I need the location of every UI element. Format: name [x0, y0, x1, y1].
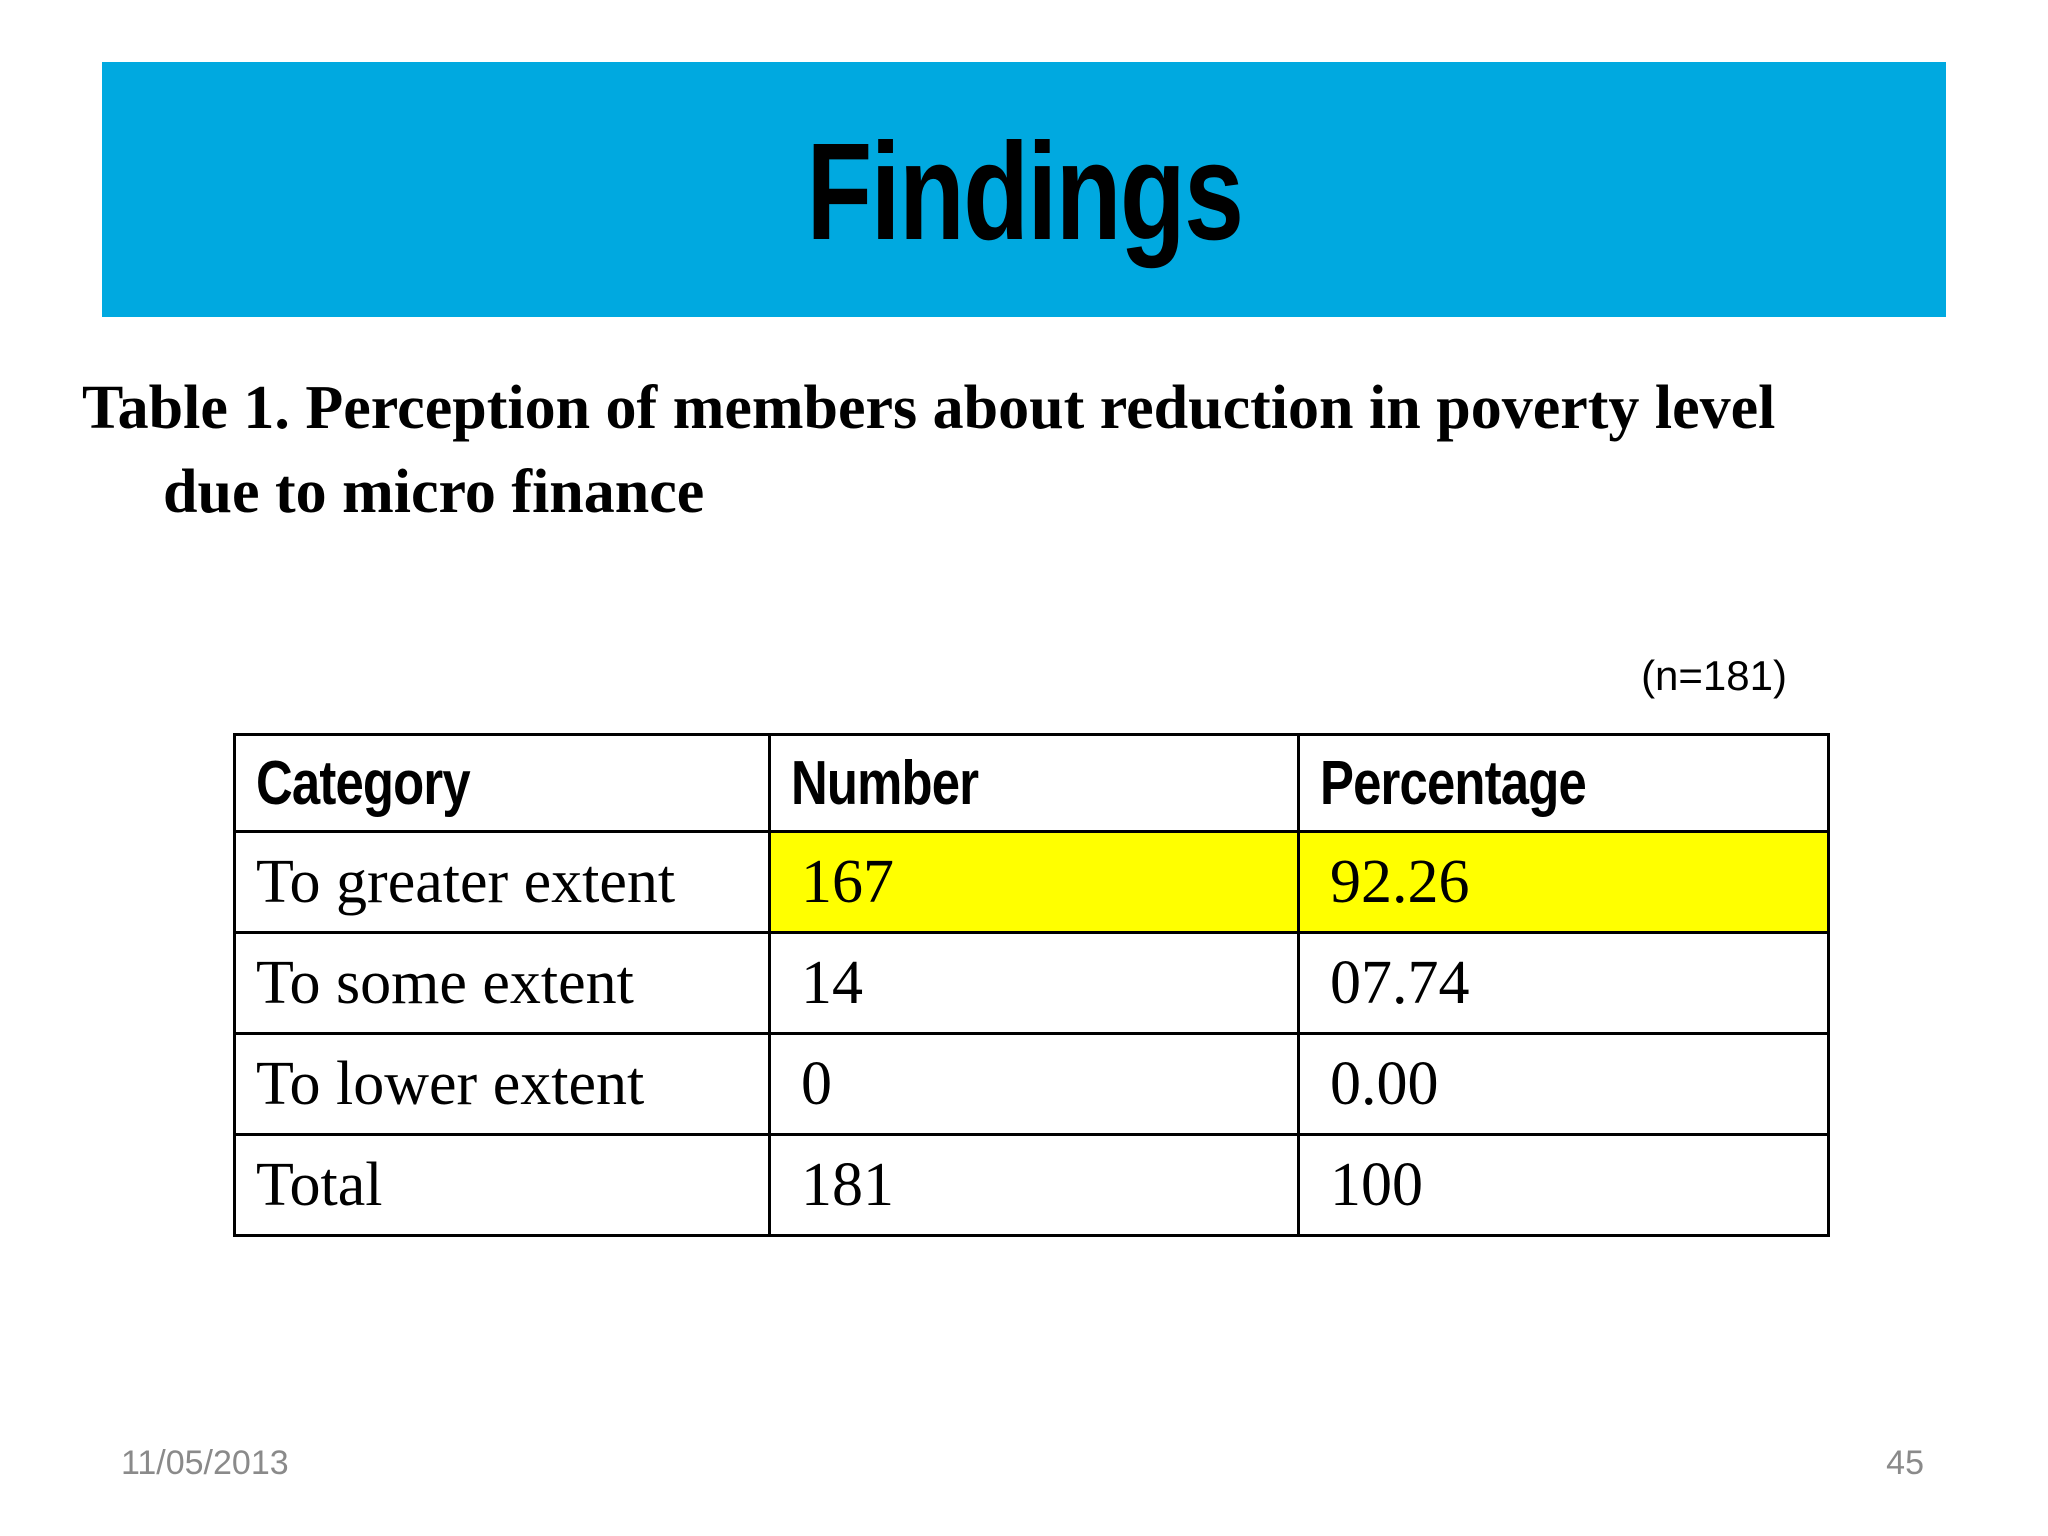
column-header-number-label: Number [791, 748, 979, 818]
cell-category: To some extent [233, 931, 771, 1035]
column-header-number: Number [768, 733, 1300, 833]
table-row-some-extent: To some extent 14 07.74 [233, 931, 1830, 1035]
cell-category: Total [233, 1133, 771, 1237]
cell-percentage: 100 [1297, 1133, 1830, 1237]
cell-category: To greater extent [233, 830, 771, 934]
table-row-lower-extent: To lower extent 0 0.00 [233, 1032, 1830, 1136]
cell-number: 181 [768, 1133, 1300, 1237]
slide-title: Findings [806, 115, 1244, 269]
cell-percentage: 0.00 [1297, 1032, 1830, 1136]
footer-date: 11/05/2013 [121, 1444, 289, 1482]
table-caption-line1: Table 1. Perception of members about red… [82, 374, 1776, 442]
data-table: Category Number Percentage To greater ex… [233, 733, 1830, 1237]
table-caption-line2: due to micro finance [163, 458, 705, 527]
column-header-percentage-label: Percentage [1320, 748, 1587, 818]
table-caption: Table 1. Perception of members about red… [82, 366, 1775, 535]
column-header-category-label: Category [256, 748, 471, 818]
sample-size-note: (n=181) [1641, 652, 1787, 699]
cell-percentage: 07.74 [1297, 931, 1830, 1035]
cell-number-highlighted: 167 [768, 830, 1300, 934]
column-header-percentage: Percentage [1297, 733, 1830, 833]
cell-number: 0 [768, 1032, 1300, 1136]
cell-percentage-highlighted: 92.26 [1297, 830, 1830, 934]
cell-number: 14 [768, 931, 1300, 1035]
page-number: 45 [1886, 1444, 1924, 1482]
table-header-row: Category Number Percentage [233, 733, 1830, 833]
table-row-greater-extent: To greater extent 167 92.26 [233, 830, 1830, 934]
column-header-category: Category [233, 733, 771, 833]
table-row-total: Total 181 100 [233, 1133, 1830, 1237]
title-banner: Findings [102, 62, 1946, 317]
cell-category: To lower extent [233, 1032, 771, 1136]
